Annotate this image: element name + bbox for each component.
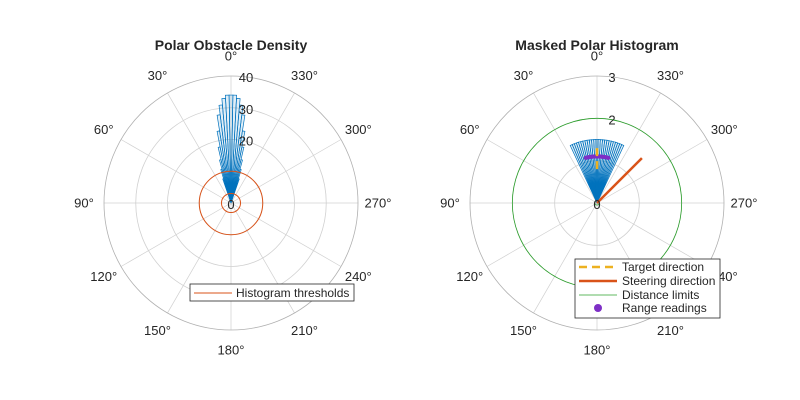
angle-tick-labels: 0°30°60°90°120°150°180°210°240°270°300°3… [440,49,757,358]
legend-entry-label: Histogram thresholds [236,286,349,300]
angle-tick-label: 300° [711,122,738,137]
steering-direction-line [596,157,643,204]
outer-ring [103,75,359,331]
grid-spoke [596,202,708,267]
legend-entry-label: Target direction [622,260,704,274]
legend-entry-label: Distance limits [622,288,699,302]
grid-spoke [596,139,708,204]
angle-tick-labels: 0° 30° 60° 90° 120° 150° 180° 210° 240° 270° 300° 3… [74,49,391,358]
radius-tick-labels: 0 20 30 40 [227,70,253,212]
grid-spoke [486,202,598,267]
angle-tick-label: 60° [460,122,480,137]
angle-tick-label: 150° [510,323,537,338]
legend-box [189,283,355,302]
angle-tick-label: 270° [365,196,392,211]
legend: Histogram thresholds [189,283,355,302]
legend-readings-swatch [594,304,602,312]
histogram-marks [511,117,683,289]
threshold-circle [220,192,242,214]
radius-tick-label: 40 [239,70,253,85]
angle-tick-label: 210° [657,323,684,338]
angle-tick-label: 30° [148,68,168,83]
threshold-circle [198,170,264,236]
grid-ring [554,160,640,246]
radius-tick-label: 0 [593,197,600,212]
angle-tick-label: 150° [144,323,171,338]
angle-tick-label: 0° [225,49,237,64]
outer-ring [469,75,725,331]
grid-spoke [596,92,661,204]
radius-tick-label: 30 [239,102,253,117]
legend-entry-label: Range readings [622,301,707,315]
radius-tick-label: 20 [239,134,253,149]
angle-tick-label: 0° [591,49,603,64]
angle-tick-label: 90° [74,196,94,211]
radius-tick-label: 0 [227,197,234,212]
radius-tick-label: 2 [608,112,615,127]
radius-tick-label: 3 [608,70,615,85]
angle-tick-label: 30° [514,68,534,83]
radius-tick-labels: 0 2 3 [593,70,615,212]
histogram-bin [569,144,598,204]
angle-tick-label: 180° [584,343,611,358]
chart-title: Polar Obstacle Density [155,37,308,53]
angle-tick-label: 330° [291,68,318,83]
angle-tick-label: 90° [440,196,460,211]
polar-axes-masked-histogram: Masked Polar Histogram 0 2 3 0° 30° 60° 90° 12… [440,37,757,358]
grid-spoke [486,139,598,204]
grid-spoke [533,202,598,314]
angle-tick-label: 300° [345,122,372,137]
angle-tick-label: 60° [94,122,114,137]
grid-ring [167,139,295,267]
grid-spoke [533,92,598,204]
range-reading-point [583,155,588,160]
legend-entry-label: Steering direction [622,274,715,288]
angle-tick-label: 120° [456,269,483,284]
histogram-marks [198,94,264,236]
angle-tick-label: 180° [218,343,245,358]
histogram-bin [222,178,232,204]
polar-axes-obstacle-density: Polar Obstacle Density 0 20 30 40 0° 30° 60° 9… [74,37,391,358]
legend: Target direction Steering direction Dist… [574,258,721,319]
angle-tick-label: 120° [90,269,117,284]
angle-tick-label: 210° [291,323,318,338]
angle-tick-label: 270° [731,196,758,211]
angle-tick-label: 330° [657,68,684,83]
angle-tick-label: 240° [345,269,372,284]
chart-title: Masked Polar Histogram [515,37,678,53]
